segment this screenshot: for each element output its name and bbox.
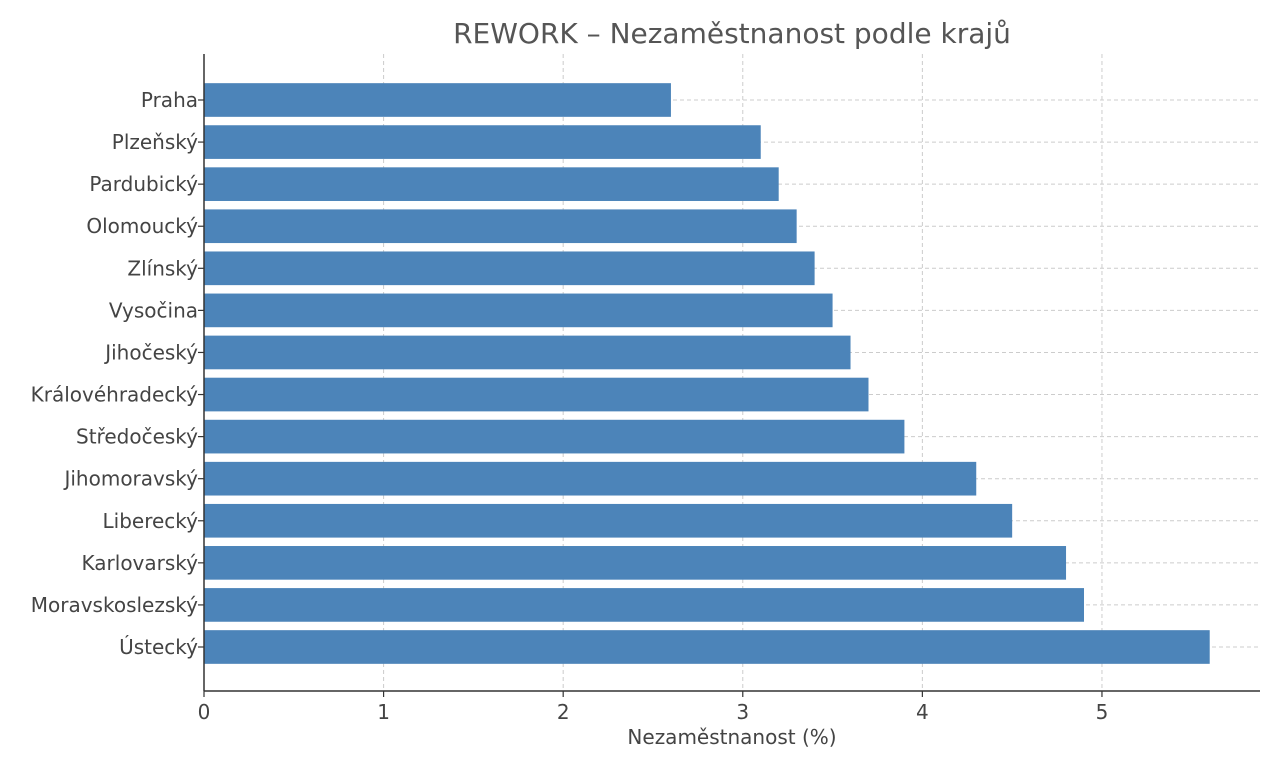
bar	[204, 293, 833, 328]
y-tick-label: Moravskoslezský	[31, 593, 198, 617]
y-tick-label: Středočeský	[76, 425, 198, 449]
bar	[204, 419, 905, 454]
x-tick-label: 0	[198, 700, 211, 724]
bar	[204, 125, 761, 159]
chart-title: REWORK – Nezaměstnanost podle krajů	[453, 17, 1011, 50]
y-axis-ticks: Praha Plzeňský Pardubický Olomoucký Zlínský V…	[31, 88, 204, 659]
y-tick-label: Karlovarský	[82, 551, 199, 575]
bar	[204, 461, 977, 496]
y-tick-label: Olomoucký	[86, 214, 198, 238]
y-tick-label: Pardubický	[89, 172, 198, 196]
x-axis-label: Nezaměstnanost (%)	[627, 725, 836, 749]
bar	[204, 588, 1084, 622]
x-tick-label: 1	[377, 700, 390, 724]
bar	[204, 546, 1067, 580]
x-axis-ticks: 0 1 2 3 4 5	[198, 691, 1109, 724]
x-tick-label: 3	[736, 700, 749, 724]
y-tick-label: Vysočina	[109, 298, 198, 322]
x-tick-label: 4	[916, 700, 929, 724]
y-tick-label: Praha	[141, 88, 198, 112]
y-tick-label: Ústecký	[119, 635, 198, 659]
y-tick-label: Zlínský	[127, 256, 198, 280]
y-tick-label: Jihomoravský	[62, 467, 198, 491]
bar	[204, 83, 671, 117]
x-tick-label: 2	[557, 700, 570, 724]
y-tick-label: Královéhradecký	[31, 383, 199, 407]
bar	[204, 630, 1210, 664]
x-tick-label: 5	[1096, 700, 1109, 724]
bar	[204, 251, 815, 286]
bar	[204, 503, 1013, 538]
bar	[204, 167, 779, 201]
bars	[204, 83, 1210, 664]
y-tick-label: Liberecký	[103, 509, 199, 533]
y-tick-label: Plzeňský	[112, 130, 198, 154]
bar	[204, 209, 797, 244]
y-tick-label: Jihočeský	[103, 340, 198, 364]
bar	[204, 377, 869, 412]
bar	[204, 335, 851, 370]
